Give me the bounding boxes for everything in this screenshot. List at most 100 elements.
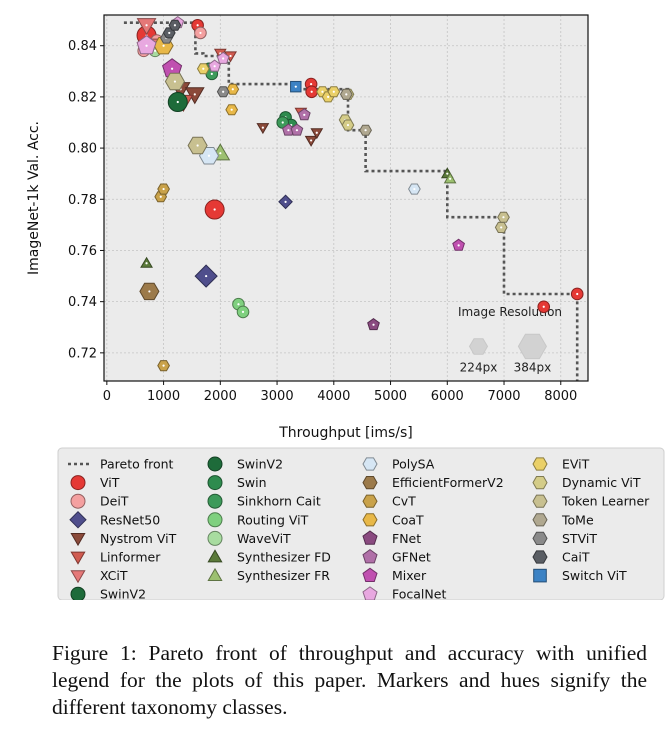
legend-vit-label: ViT [100, 475, 120, 490]
nystrom-vit-point-4-center [315, 131, 318, 134]
switch-vit-point-0-center [294, 85, 297, 88]
legend-resnet50-label: ResNet50 [100, 512, 160, 527]
xcit-point-0 [136, 18, 157, 36]
x-tick-label-1: 1000 [147, 389, 180, 404]
tome-point-0-center [364, 129, 367, 132]
legend-wavevit-marker [207, 530, 223, 546]
token-learner-point-1-center [173, 80, 177, 83]
xcit-point-0-center [145, 24, 148, 27]
y-tick-label-6: 0.84 [68, 39, 97, 54]
legend-coat-label: CoaT [392, 512, 424, 527]
legend-coat-marker [362, 513, 378, 527]
tome-point-1-center [345, 93, 348, 96]
legend-sinkhorn-cait-label: Sinkhorn Cait [237, 494, 321, 509]
legend-sinkhorn-cait-marker [207, 493, 223, 509]
legend-cait-label: CaiT [562, 550, 590, 565]
plot-frame [103, 14, 589, 382]
legend-routing-vit-label: Routing ViT [237, 512, 309, 527]
gfnet-point-1-center [295, 129, 299, 132]
resnet50-point-1-center [284, 200, 287, 203]
legend-swin-label: Swin [237, 475, 267, 490]
y-tick-label-4: 0.80 [68, 142, 97, 157]
legend-linformer-marker [70, 551, 86, 565]
gfnet-point-0-center [287, 129, 290, 132]
linformer-point-2-center [229, 54, 232, 58]
synthesizer-fr-point-0-center [219, 152, 222, 155]
pareto-chart: Image Resolution 224px 384px 0 1000 2000 30… [26, 14, 665, 600]
resolution-key-title: Image Resolution [458, 305, 562, 319]
legend-routing-vit-marker [207, 512, 223, 528]
cvt-point-2-center [162, 364, 165, 367]
mixer-point-0-center [170, 67, 174, 70]
legend-swinv2-label: SwinV2 [237, 457, 283, 472]
legend-tome-marker [532, 513, 548, 527]
x-tick-label-2: 2000 [204, 389, 237, 404]
legend-dynamic-vit-label: Dynamic ViT [562, 475, 641, 490]
legend-token-learner-marker [532, 494, 548, 508]
legend-synthesizer-fd-label: Synthesizer FD [237, 550, 331, 565]
focalnet-point-2-center [222, 57, 225, 60]
y-tick-label-1: 0.74 [68, 295, 97, 310]
legend-focalnet-marker [362, 586, 378, 600]
legend-swin-marker [207, 475, 223, 491]
cvt-point-0-center [159, 195, 162, 198]
synthesizer-fd-point-1-center [446, 172, 449, 175]
legend-synthesizer-fd-marker [207, 549, 223, 563]
nystrom-vit-point-2-center [261, 126, 264, 129]
vit-point-6-center [576, 292, 579, 296]
deit-point-2-center [199, 31, 202, 35]
swinv2-point-0-center [176, 100, 179, 104]
legend-switch-vit-marker [533, 568, 547, 583]
legend-deit-marker [70, 493, 86, 509]
legend-switch-vit-label: Switch ViT [562, 568, 627, 583]
legend-linformer-label: Linformer [100, 550, 161, 565]
x-tick-label-6: 6000 [431, 389, 464, 404]
x-axis-label: Throughput [ims/s] [278, 425, 413, 441]
data-markers [136, 15, 584, 372]
legend-synthesizer-fr-marker [207, 567, 223, 581]
synthesizer-fd-point-0-center [145, 262, 148, 265]
legend-cvt-label: CvT [392, 494, 416, 509]
legend-polysa-label: PolySA [392, 457, 435, 472]
token-learner-point-0-center [196, 144, 199, 147]
legend-gfnet-label: GFNet [392, 550, 431, 565]
resolution-key-label-224: 224px [460, 360, 498, 374]
x-tick-label-5: 5000 [374, 389, 407, 404]
efficientformerv2-point-0-center [148, 290, 151, 293]
focalnet-point-0-center [145, 44, 148, 47]
evit-point-2-center [327, 95, 330, 99]
figure-caption: Figure 1: Pareto front of throughput and… [52, 641, 647, 719]
sinkhorn-cait-point-0-center [210, 72, 213, 75]
legend-deit-label: DeiT [100, 494, 129, 509]
x-tick-label-3: 3000 [261, 389, 294, 404]
routing-vit-point-0-center [237, 303, 240, 306]
evit-point-3-center [332, 90, 335, 93]
legend-cait-marker [532, 550, 548, 564]
x-tick-label-7: 7000 [487, 389, 520, 404]
legend-nystrom-vit-label: Nystrom ViT [100, 531, 177, 546]
legend-polysa-marker [362, 457, 378, 471]
legend-vit-marker [70, 475, 86, 491]
legend-xcit-label: XCiT [100, 568, 128, 583]
plot-area [104, 15, 588, 381]
legend: Pareto front ViT DeiT ResNet50 Nystrom ViT Li… [68, 456, 650, 600]
legend-synthesizer-fr-label: Synthesizer FR [237, 568, 330, 583]
stvit-point-0-center [222, 90, 225, 93]
resolution-key-label-384: 384px [514, 360, 552, 374]
legend-dynamic-vit-marker [532, 476, 548, 490]
y-tick-label-0: 0.72 [68, 346, 97, 361]
vit-point-4-center [310, 90, 313, 93]
legend-tome-label: ToMe [561, 512, 594, 527]
vit-point-2-center [196, 24, 199, 27]
y-axis-label: ImageNet-1k Val. Acc. [26, 121, 42, 275]
token-learner-point-2-center [500, 226, 503, 229]
x-tick-label-0: 0 [103, 389, 111, 404]
cait-point-0-center [168, 31, 171, 35]
wavevit-point-0-center [153, 49, 157, 52]
legend-wavevit-label: WaveViT [237, 531, 291, 546]
legend-nystrom-vit-marker [70, 533, 86, 547]
vit-point-0-center [213, 208, 216, 211]
resolution-key-marker-0 [468, 338, 489, 355]
dynamic-vit-point-1-center [346, 123, 350, 127]
gfnet-point-2-center [303, 113, 306, 116]
